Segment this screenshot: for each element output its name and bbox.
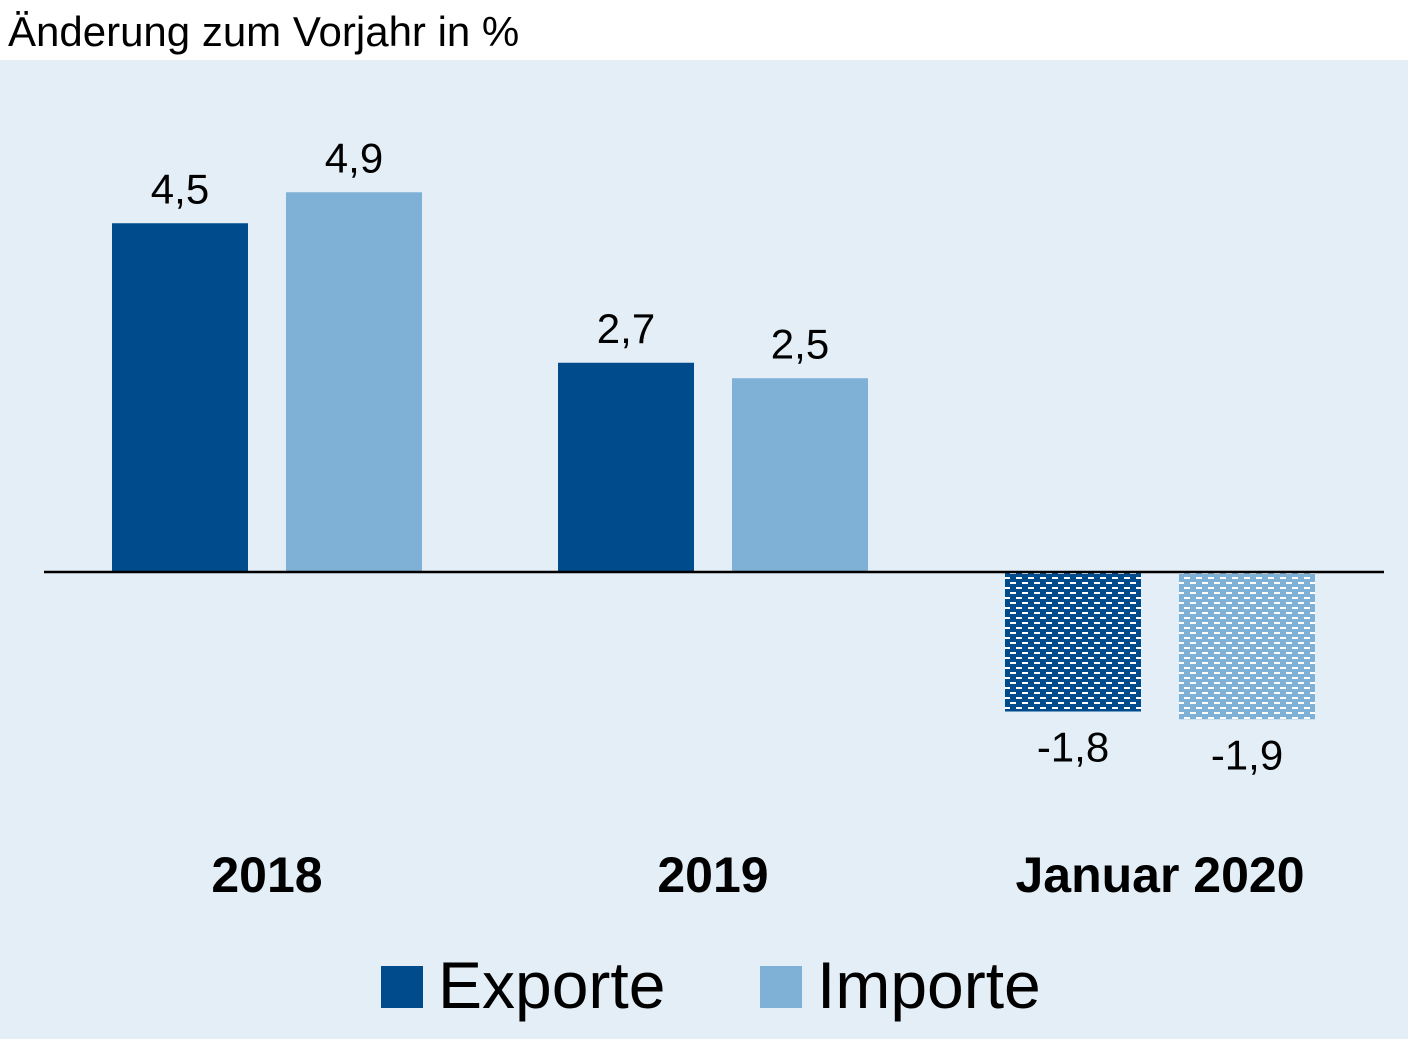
- bar-importe-2019: [732, 378, 868, 572]
- value-label-exporte-2019: 2,7: [597, 305, 655, 352]
- bar-exporte-januar-2020: [1005, 572, 1141, 712]
- category-label-2019: 2019: [657, 847, 768, 903]
- bar-importe-2018: [286, 192, 422, 572]
- bar-exporte-2018: [112, 223, 248, 572]
- legend-label-exporte: Exporte: [438, 948, 665, 1022]
- bar-exporte-2019: [558, 362, 694, 572]
- value-label-importe-2019: 2,5: [771, 320, 829, 367]
- legend-swatch-importe: [760, 966, 802, 1008]
- value-label-importe-2018: 4,9: [325, 134, 383, 181]
- category-labels-layer: 2018 2019 Januar 2020: [211, 847, 1304, 903]
- y-axis-label: Änderung zum Vorjahr in %: [8, 8, 520, 55]
- value-label-exporte-2018: 4,5: [151, 165, 209, 212]
- value-label-exporte-januar-2020: -1,8: [1037, 724, 1109, 771]
- legend-swatch-exporte: [381, 966, 423, 1008]
- category-label-2018: 2018: [211, 847, 322, 903]
- value-labels-layer: 4,5 4,9 2,7 2,5 -1,8 -1,9: [151, 134, 1283, 778]
- bar-importe-januar-2020: [1179, 572, 1315, 720]
- bars-layer: [112, 192, 1315, 720]
- legend-label-importe: Importe: [817, 948, 1041, 1022]
- category-label-januar-2020: Januar 2020: [1015, 847, 1304, 903]
- value-label-importe-januar-2020: -1,9: [1211, 731, 1283, 778]
- legend: Exporte Importe: [381, 948, 1041, 1022]
